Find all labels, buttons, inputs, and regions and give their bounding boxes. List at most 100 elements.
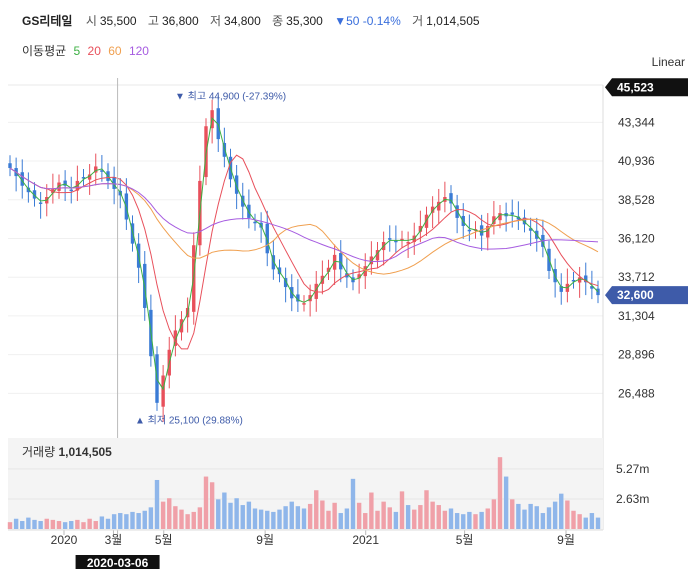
volume-panel-value: 1,014,505	[58, 445, 112, 459]
volume-bar	[418, 505, 423, 529]
volume-bar	[326, 510, 331, 529]
volume-bar	[87, 518, 92, 529]
volume-bar	[289, 501, 294, 529]
volume-bar	[252, 508, 258, 529]
volume-bar	[105, 518, 111, 529]
candle-body	[234, 175, 239, 194]
low-value: 34,800	[224, 14, 261, 28]
volume-bar	[540, 513, 546, 529]
volume-bar	[473, 514, 478, 529]
y-tick-label: 31,304	[618, 309, 655, 323]
ma-5-label: 5	[73, 44, 81, 58]
volume-bar	[497, 457, 503, 529]
volume-bar	[565, 500, 570, 529]
ma-5-line	[9, 117, 599, 391]
volume-bar	[552, 501, 558, 529]
volume-bar	[160, 501, 166, 529]
candle-body	[467, 229, 472, 232]
candle-body	[94, 166, 98, 173]
volume-bar	[559, 493, 564, 529]
volume-bar	[350, 478, 356, 529]
volume-bar	[436, 505, 441, 529]
volume-bar	[387, 507, 392, 529]
candle-body	[63, 180, 67, 186]
volume-bar	[320, 500, 325, 529]
candle-body	[112, 177, 116, 189]
y-tick-label: 28,896	[618, 348, 655, 362]
volume-bar	[363, 513, 368, 529]
candle-body	[498, 213, 502, 221]
volume-bar	[516, 503, 521, 529]
candle-body	[26, 187, 31, 193]
volume-bar	[13, 518, 19, 529]
candle-body	[38, 202, 43, 204]
volume-bar	[20, 521, 25, 529]
volume-bar	[197, 507, 203, 529]
candle-body	[81, 177, 86, 179]
volume-bar	[467, 511, 472, 529]
volume-bar	[405, 505, 411, 529]
candle-body	[388, 238, 392, 240]
candle-body	[375, 250, 380, 261]
y-tick-label: 36,120	[618, 231, 655, 245]
volume-bar	[216, 499, 221, 529]
volume-label: 거	[412, 14, 424, 28]
ma-120-label: 120	[128, 44, 149, 58]
candle-body	[559, 286, 563, 292]
volume-bar	[332, 502, 337, 529]
volume-bar	[124, 514, 129, 529]
volume-bar	[38, 521, 43, 529]
volume-bar	[222, 492, 227, 529]
moving-average-label: 이동평균	[22, 44, 67, 58]
candle-body	[430, 206, 435, 213]
candle-body	[394, 240, 398, 243]
price-tag-label: 32,600	[617, 288, 654, 302]
high-label: 고	[147, 14, 159, 28]
candle-body	[173, 330, 178, 346]
volume-bar	[344, 508, 350, 529]
change-value: ▼50 -0.14%	[334, 14, 401, 28]
volume-bar	[424, 490, 429, 529]
volume-bar	[228, 502, 233, 529]
candle-body	[51, 188, 55, 194]
candle-body	[100, 170, 104, 172]
candle-body	[357, 274, 361, 279]
candle-body	[510, 212, 514, 215]
volume-bar	[93, 521, 98, 529]
volume-bar	[234, 498, 239, 529]
volume-tick-label: 2.63m	[616, 492, 649, 506]
volume-bar	[118, 513, 123, 529]
volume-bar	[448, 508, 454, 529]
candle-body	[486, 225, 490, 238]
candle-body	[87, 174, 92, 180]
volume-bar	[301, 508, 307, 529]
x-tick-label: 5월	[456, 533, 474, 547]
volume-bar	[283, 506, 288, 529]
crosshair-date-tag	[75, 555, 160, 569]
volume-bar	[203, 476, 209, 529]
volume-value: 1,014,505	[426, 14, 480, 28]
volume-bar	[258, 509, 264, 529]
open-value: 35,500	[99, 14, 137, 28]
volume-bar	[56, 521, 62, 529]
candle-body	[8, 163, 12, 169]
volume-bar	[240, 505, 245, 529]
volume-bar	[522, 509, 527, 529]
volume-bar	[503, 476, 509, 529]
volume-bar	[265, 510, 270, 529]
scale-toggle-button[interactable]: Linear	[651, 55, 685, 69]
volume-bar	[277, 509, 282, 529]
moving-average-legend[interactable]: 이동평균 5 20 60 120	[22, 42, 153, 59]
y-tick-label: 33,712	[618, 270, 655, 284]
candle-body	[332, 254, 337, 270]
volume-bar	[111, 514, 117, 529]
candle-body	[400, 238, 404, 241]
candle-body	[57, 182, 61, 191]
candle-body	[516, 216, 521, 220]
volume-bar	[246, 501, 252, 529]
volume-bar	[191, 511, 196, 529]
x-tick-label: 9월	[256, 533, 274, 547]
candle-body	[339, 252, 343, 270]
volume-bar	[142, 510, 147, 529]
